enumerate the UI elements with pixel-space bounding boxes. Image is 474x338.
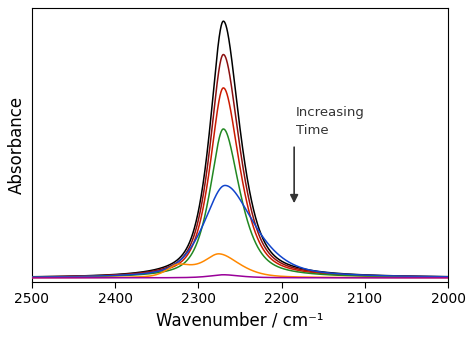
Y-axis label: Absorbance: Absorbance <box>9 96 27 194</box>
Text: Increasing
Time: Increasing Time <box>296 106 365 137</box>
X-axis label: Wavenumber / cm⁻¹: Wavenumber / cm⁻¹ <box>156 312 324 330</box>
